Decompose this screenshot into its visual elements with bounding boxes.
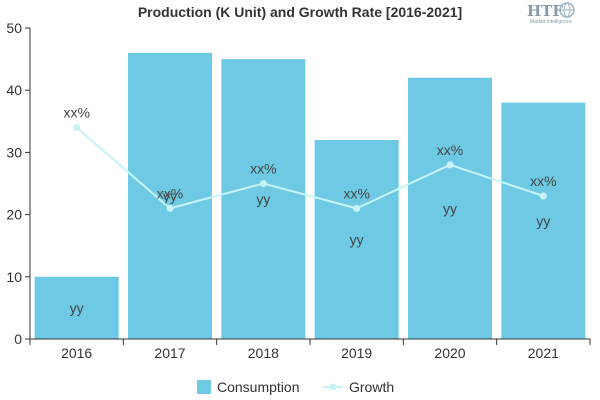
bar-2016 [34, 276, 119, 339]
logo-text: HTF [527, 2, 563, 20]
y-tick-label-40: 40 [6, 82, 22, 98]
y-axis-ticks: 0 10 20 30 40 50 [6, 20, 30, 347]
growth-label-2020: xx% [437, 142, 463, 158]
chart-title: Production (K Unit) and Growth Rate [201… [138, 4, 462, 20]
x-tick-label-2017: 2017 [154, 345, 185, 361]
x-tick-label-2018: 2018 [248, 345, 279, 361]
legend-marker-growth [329, 383, 337, 391]
line-series-growth [73, 124, 547, 212]
x-axis-ticks: 2016 2017 2018 2019 2020 2021 [29, 339, 591, 361]
htf-logo: HTF Market Intelligence [527, 2, 575, 25]
y-tick-label-20: 20 [6, 207, 22, 223]
bar-label-2017: yy [163, 188, 177, 204]
bar-label-2019: yy [350, 231, 364, 247]
growth-point-2019 [353, 204, 361, 212]
bar-2017 [128, 52, 212, 339]
bar-2019 [314, 139, 399, 339]
logo-subtitle: Market Intelligence [530, 19, 572, 25]
bar-2018 [221, 59, 306, 339]
y-tick-label-0: 0 [14, 331, 22, 347]
legend-label-growth: Growth [349, 379, 394, 395]
x-tick-label-2021: 2021 [528, 345, 559, 361]
bar-label-2020: yy [443, 200, 457, 216]
growth-label-2021: xx% [530, 173, 556, 189]
growth-line [76, 126, 544, 210]
growth-point-2016 [73, 124, 81, 132]
growth-point-2017 [166, 204, 174, 212]
bar-2021 [501, 102, 586, 339]
y-tick-label-30: 30 [6, 144, 22, 160]
bar-label-2016: yy [70, 300, 84, 316]
bar-2020 [408, 77, 492, 339]
line-data-labels: xx% xx% xx% xx% xx% xx% [63, 105, 556, 202]
legend-label-consumption: Consumption [217, 379, 300, 395]
growth-label-2019: xx% [343, 185, 369, 201]
x-tick-label-2019: 2019 [341, 345, 372, 361]
globe-lines-icon [560, 2, 574, 18]
bar-series-consumption [34, 52, 586, 339]
growth-label-2016: xx% [63, 105, 89, 121]
y-tick-label-10: 10 [6, 269, 22, 285]
bar-data-labels: yy yy yy yy yy yy [70, 188, 551, 316]
legend: Consumption Growth [197, 379, 394, 395]
growth-label-2018: xx% [250, 161, 276, 177]
growth-point-2020 [446, 161, 454, 169]
y-tick-label-50: 50 [6, 20, 22, 36]
bar-label-2018: yy [256, 191, 270, 207]
legend-swatch-consumption [197, 380, 211, 394]
growth-point-2021 [539, 192, 547, 200]
bar-label-2021: yy [536, 213, 550, 229]
growth-point-2018 [259, 180, 267, 187]
x-tick-label-2020: 2020 [434, 345, 465, 361]
x-tick-label-2016: 2016 [61, 345, 92, 361]
growth-label-2017: xx% [157, 185, 183, 201]
